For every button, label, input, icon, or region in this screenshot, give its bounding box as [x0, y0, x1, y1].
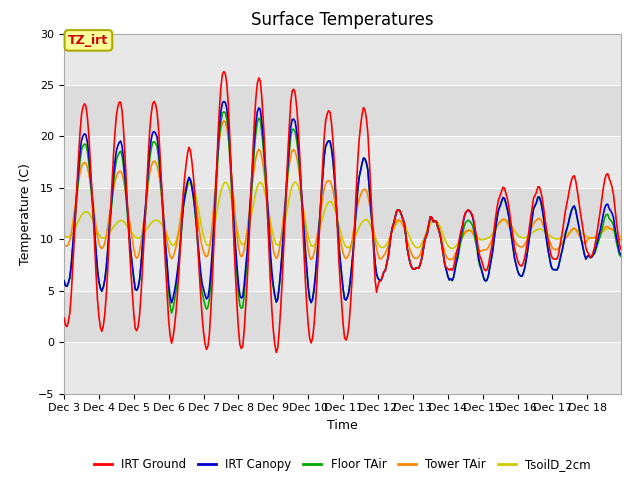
TsoilD_2cm — [97, 234, 104, 240]
IRT Canopy — [349, 246, 357, 252]
Legend: IRT Ground, IRT Canopy, Floor TAir, Tower TAir, TsoilD_2cm: IRT Ground, IRT Canopy, Floor TAir, Towe… — [90, 454, 595, 476]
Bar — [64, 136, 621, 188]
Floor TAir — [97, 285, 104, 291]
TsoilD_2cm — [543, 230, 550, 236]
Text: TZ_irt: TZ_irt — [68, 34, 109, 47]
TsoilD_2cm — [348, 241, 356, 247]
Bar — [64, 85, 621, 136]
Floor TAir — [617, 253, 625, 259]
TsoilD_2cm — [460, 232, 468, 238]
IRT Canopy — [460, 216, 468, 222]
Floor TAir — [543, 238, 550, 243]
IRT Canopy — [616, 249, 623, 255]
Tower TAir — [79, 161, 87, 167]
TsoilD_2cm — [60, 233, 68, 239]
Tower TAir — [348, 239, 356, 244]
IRT Canopy — [60, 278, 68, 284]
Tower TAir — [616, 237, 623, 242]
Tower TAir — [97, 244, 104, 250]
IRT Canopy — [79, 133, 87, 139]
IRT Ground — [617, 246, 625, 252]
TsoilD_2cm — [187, 179, 195, 185]
Bar — [64, 291, 621, 342]
Tower TAir — [447, 257, 454, 263]
Floor TAir — [79, 143, 87, 149]
Line: Tower TAir: Tower TAir — [64, 121, 621, 260]
IRT Ground — [97, 324, 104, 330]
TsoilD_2cm — [449, 246, 456, 252]
Line: Floor TAir: Floor TAir — [64, 112, 621, 313]
Line: IRT Canopy: IRT Canopy — [64, 102, 621, 303]
Y-axis label: Temperature (C): Temperature (C) — [19, 163, 33, 264]
Tower TAir — [60, 242, 68, 248]
Floor TAir — [349, 246, 357, 252]
IRT Ground — [60, 315, 68, 321]
Tower TAir — [543, 232, 550, 238]
TsoilD_2cm — [617, 234, 625, 240]
X-axis label: Time: Time — [327, 419, 358, 432]
Title: Surface Temperatures: Surface Temperatures — [251, 11, 434, 29]
IRT Ground — [616, 241, 623, 247]
Tower TAir — [617, 237, 625, 243]
TsoilD_2cm — [616, 233, 623, 239]
Floor TAir — [220, 109, 228, 115]
IRT Canopy — [617, 252, 625, 257]
TsoilD_2cm — [79, 211, 87, 216]
Floor TAir — [616, 252, 623, 258]
IRT Ground — [273, 349, 280, 355]
IRT Ground — [220, 69, 228, 74]
Tower TAir — [220, 118, 228, 124]
Bar — [64, 342, 621, 394]
Line: IRT Ground: IRT Ground — [64, 72, 621, 352]
IRT Canopy — [220, 99, 228, 105]
IRT Ground — [543, 228, 550, 233]
IRT Canopy — [168, 300, 175, 306]
IRT Canopy — [97, 285, 104, 291]
Bar — [64, 188, 621, 240]
Floor TAir — [60, 278, 68, 284]
IRT Canopy — [543, 238, 550, 243]
Floor TAir — [168, 310, 175, 316]
IRT Ground — [460, 215, 468, 221]
Line: TsoilD_2cm: TsoilD_2cm — [64, 182, 621, 249]
IRT Ground — [79, 104, 87, 110]
IRT Ground — [349, 253, 357, 259]
Bar — [64, 240, 621, 291]
Tower TAir — [460, 231, 468, 237]
Bar — [64, 34, 621, 85]
Floor TAir — [460, 225, 468, 231]
